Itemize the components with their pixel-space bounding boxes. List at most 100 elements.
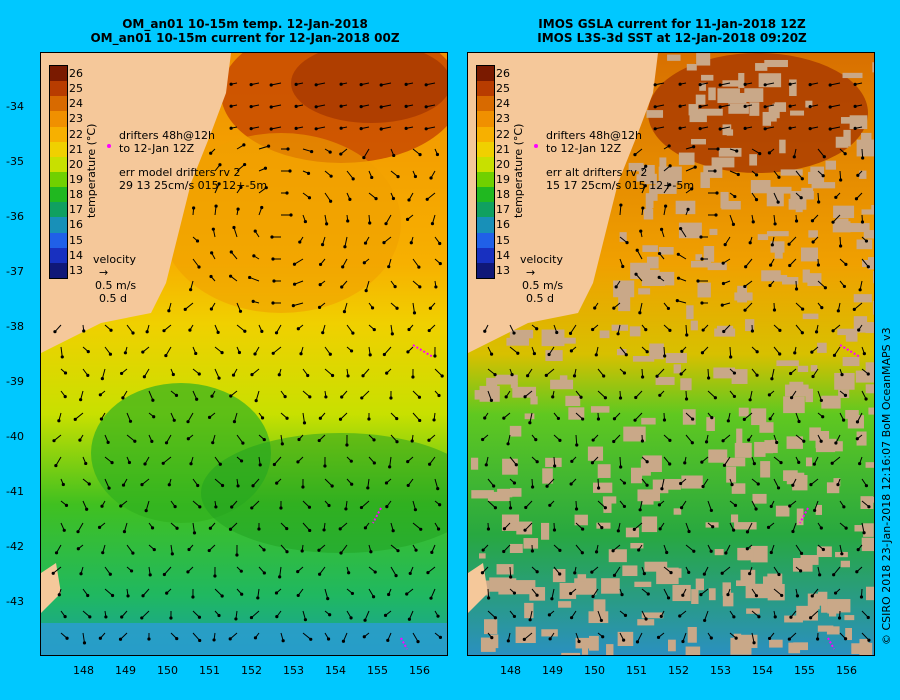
cloud-mask-patch: [837, 328, 858, 336]
current-vector-head: [123, 351, 128, 355]
current-vector-head: [616, 529, 620, 533]
current-vector-head: [823, 286, 827, 290]
current-vector-head: [253, 229, 257, 233]
current-vector-head: [370, 306, 375, 310]
current-vector-head: [508, 506, 513, 510]
current-vector-head: [763, 127, 767, 131]
current-vector-head: [545, 484, 549, 488]
current-vector-head: [734, 636, 738, 640]
current-vector-head: [799, 569, 803, 573]
current-vector-head: [612, 439, 616, 444]
cloud-mask-patch: [722, 582, 731, 596]
current-vector-head: [359, 104, 363, 109]
current-vector-arrow: [773, 192, 779, 203]
current-vector-arrow: [685, 324, 688, 336]
colorbar-tick-label: 24: [496, 97, 510, 111]
current-vector-head: [395, 306, 399, 310]
current-vector-head: [249, 104, 253, 109]
current-vector-head: [690, 441, 694, 445]
colorbar-tick-label: 18: [69, 188, 83, 202]
current-vector-head: [692, 145, 696, 149]
current-vector-head: [257, 527, 261, 531]
current-vector-head: [390, 332, 394, 336]
cloud-mask-patch: [642, 245, 658, 252]
current-vector-head: [76, 530, 80, 534]
current-vector-head: [308, 528, 312, 533]
cloud-mask-patch: [844, 615, 855, 621]
colorbar-swatch: [477, 126, 494, 142]
current-vector-head: [389, 396, 393, 400]
current-vector-arrow: [656, 368, 665, 377]
current-vector-head: [406, 459, 410, 464]
cloud-mask-patch: [509, 425, 522, 437]
current-vector-head: [864, 484, 869, 488]
current-vector-head: [699, 235, 703, 239]
current-vector-arrow: [834, 346, 841, 356]
longitude-tick-label: 148: [73, 664, 94, 677]
current-vector-head: [188, 328, 192, 332]
current-vector-arrow: [751, 632, 755, 643]
current-vector-head: [79, 398, 83, 402]
cloud-mask-patch: [646, 110, 664, 118]
current-vector-head: [328, 613, 332, 617]
cloud-mask-patch: [811, 182, 836, 189]
current-vector-head: [133, 439, 137, 443]
current-vector-head: [510, 373, 514, 377]
current-vector-head: [318, 572, 322, 576]
current-vector-head: [217, 182, 221, 186]
current-vector-head: [730, 483, 734, 487]
current-vector-head: [720, 303, 724, 307]
cloud-mask-patch: [659, 246, 674, 255]
current-vector-head: [535, 593, 539, 597]
cloud-mask-patch: [703, 246, 715, 262]
current-vector-head: [715, 191, 719, 195]
current-vector-head: [86, 350, 90, 354]
cloud-mask-patch: [779, 139, 786, 154]
cloud-mask-patch: [805, 100, 813, 108]
current-vector-head: [591, 438, 595, 442]
current-vector-head: [837, 616, 842, 620]
current-vector-head: [341, 265, 345, 269]
current-vector-head: [599, 618, 603, 623]
current-vector-head: [754, 594, 759, 598]
current-vector-head: [214, 204, 218, 208]
current-vector-head: [308, 395, 312, 399]
current-vector-head: [516, 351, 520, 355]
current-vector-head: [831, 329, 835, 333]
current-vector-head: [78, 438, 82, 442]
current-vector-head: [668, 183, 672, 187]
current-vector-arrow: [141, 610, 150, 619]
current-vector-head: [253, 352, 257, 356]
current-vector-head: [568, 331, 573, 335]
colorbar-title-right: temperature (°C): [512, 123, 525, 218]
colorbar-title: temperature (°C): [85, 123, 98, 218]
current-vector-head: [238, 309, 243, 313]
current-vector-head: [778, 352, 782, 356]
current-vector-arrow: [192, 522, 195, 533]
current-vector-arrow: [832, 214, 841, 223]
cloud-mask-patch: [587, 446, 604, 461]
cloud-mask-patch: [786, 472, 805, 485]
current-vector-head: [834, 195, 838, 199]
current-vector-head: [100, 377, 104, 381]
current-vector-head: [62, 528, 66, 532]
current-vector-head: [275, 615, 279, 619]
cloud-mask-patch: [750, 545, 768, 563]
colorbar-tick-label: 23: [69, 112, 83, 126]
current-vector-head: [363, 618, 367, 622]
current-vector-head: [307, 505, 312, 509]
current-vector-arrow: [773, 478, 779, 489]
current-vector-head: [579, 395, 583, 399]
current-vector-head: [229, 82, 233, 86]
cloud-mask-patch: [706, 417, 715, 431]
current-vector-head: [795, 594, 800, 598]
current-vector-arrow: [236, 164, 245, 172]
current-vector-head: [733, 194, 737, 199]
current-vector-head: [350, 482, 354, 486]
cloud-mask-patch: [821, 599, 828, 613]
current-vector-arrow: [412, 302, 415, 313]
current-vector-arrow: [597, 610, 602, 621]
cloud-mask-patch: [659, 157, 667, 173]
current-vector-head: [298, 240, 302, 244]
cloud-mask-patch: [810, 365, 818, 372]
